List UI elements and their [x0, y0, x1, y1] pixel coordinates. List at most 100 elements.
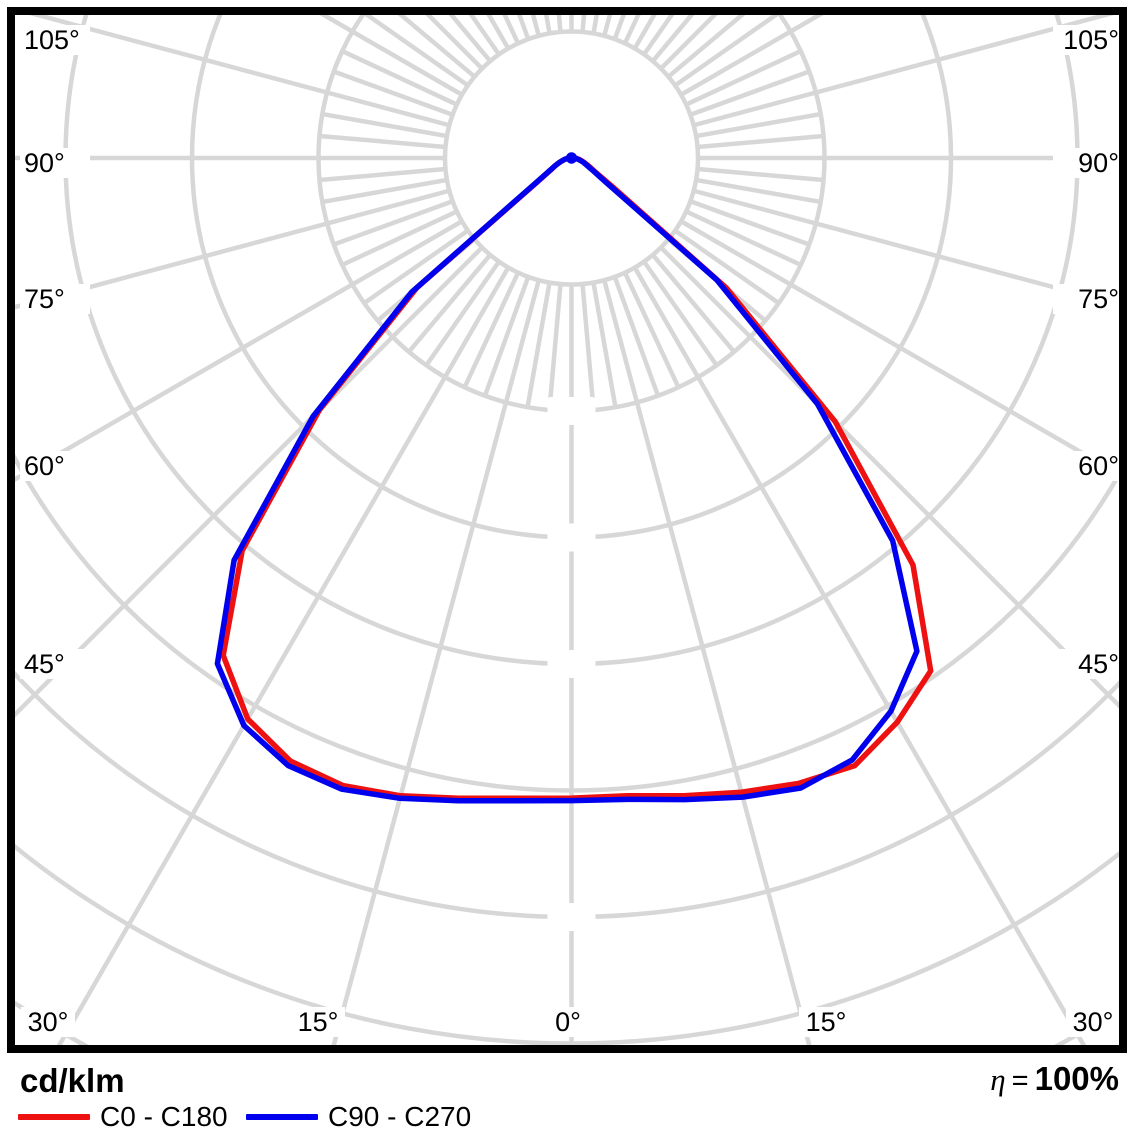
radial-label-blank-box [547, 397, 596, 425]
angle-label-bg [1053, 649, 1123, 679]
grid-spoke-minor [689, 69, 811, 117]
angle-label: 105° [24, 25, 80, 55]
grid-spoke-minor [424, 260, 501, 367]
legend-item-c90-c270: C90 - C270 [246, 1102, 471, 1132]
grid-spoke-major [602, 279, 812, 1046]
angle-label-bg [799, 1007, 853, 1037]
legend-label-c90-c270: C90 - C270 [328, 1101, 472, 1132]
grid-spoke-major [25, 14, 450, 128]
angle-label-bg [1066, 1007, 1120, 1037]
center-dot [565, 152, 578, 164]
angle-label: 15° [806, 1007, 847, 1037]
radial-label-blank-box [547, 903, 596, 931]
grid-spoke-minor [685, 49, 802, 107]
angle-label: 75° [24, 284, 65, 314]
grid-spoke-major [14, 188, 450, 310]
legend-label-c0-c180: C0 - C180 [100, 1101, 228, 1132]
angle-label: 45° [24, 649, 65, 679]
grid-spoke-minor [362, 14, 470, 88]
grid-spoke-minor [622, 14, 642, 45]
grid-spoke-minor [341, 49, 458, 107]
angle-label: 90° [24, 148, 65, 178]
grid-spoke-minor [622, 271, 681, 389]
grid-spoke-minor [407, 253, 492, 354]
angle-label: 30° [28, 1007, 69, 1037]
grid-spoke-major [14, 219, 464, 483]
grid-spoke-major [693, 14, 1118, 128]
grid-spoke-minor [612, 276, 661, 397]
grid-spoke-minor [666, 14, 747, 79]
grid-spoke-minor [651, 14, 696, 63]
angle-label: 45° [1078, 649, 1119, 679]
grid-spoke-minor [319, 133, 446, 150]
angle-label-bg [20, 649, 90, 679]
curve-C90-C270 [214, 155, 920, 804]
grid-spoke-minor [321, 111, 448, 139]
grid-spoke-minor [516, 14, 531, 40]
angle-label: 60° [1078, 451, 1119, 481]
grid-spoke-minor [689, 199, 811, 247]
angle-label: 15° [298, 1007, 339, 1037]
grid-spoke-minor [612, 14, 627, 40]
angle-labels: 105° 105° 90° 90° 75° 75° 60° 60° 45° 45° 30° 15° 0°… [20, 25, 1123, 1037]
caption-bar: cd/klm η = 100% C0 - C180 C90 - C270 [0, 1054, 1143, 1143]
radial-label-blank-box [547, 523, 596, 552]
grid-spoke-minor [695, 111, 822, 139]
grid-spoke-minor [319, 166, 446, 183]
grid-spoke-minor [580, 283, 596, 411]
grid-spoke-minor [332, 69, 454, 117]
grid-spoke-minor [642, 260, 719, 367]
grid-spoke-minor [332, 199, 454, 247]
grid-spoke-minor [321, 177, 448, 205]
angle-label-bg [20, 451, 90, 481]
grid-spoke-minor [341, 209, 458, 267]
grid-spoke-minor [642, 14, 676, 56]
angle-label: 60° [24, 451, 65, 481]
plot-frame [7, 7, 1127, 1053]
grid-spoke-minor [685, 209, 802, 267]
grid-spoke-minor [673, 14, 781, 88]
grid-spoke-minor [482, 276, 531, 397]
angle-label-bg [1053, 148, 1123, 178]
grid-spoke-minor [501, 14, 521, 45]
angle-label: 30° [1073, 1007, 1114, 1037]
grid-spoke-major [331, 279, 541, 1046]
grid-spoke-minor [695, 177, 822, 205]
grid-spoke-minor [447, 14, 492, 63]
angle-label: 90° [1078, 148, 1119, 178]
angle-label-bg [1053, 25, 1123, 55]
grid-spoke-minor [547, 283, 563, 411]
grid-spoke-minor [462, 271, 521, 389]
eta-symbol: η [990, 1062, 1006, 1097]
grid-spoke-minor [525, 282, 552, 408]
angle-label-bg [20, 148, 90, 178]
efficiency-label: η = 100% [990, 1060, 1119, 1098]
grid-spoke-minor [697, 166, 824, 183]
grid-spoke-major [679, 219, 1120, 478]
units-label: cd/klm [20, 1062, 125, 1099]
angle-label: 0° [555, 1007, 581, 1037]
grid-spoke-major [56, 266, 511, 1046]
angle-label-bg [21, 1007, 75, 1037]
angle-label-bg [291, 1007, 345, 1037]
angle-label-bg [1053, 451, 1123, 481]
angle-label: 75° [1078, 284, 1119, 314]
radial-label-blank-box [547, 650, 596, 678]
grid-spoke-minor [651, 253, 736, 354]
grid-spoke-major [632, 266, 1087, 1046]
grid-spoke-minor [396, 14, 477, 79]
angle-label-bg [541, 1007, 595, 1037]
grid-spoke-minor [673, 228, 781, 305]
angle-label-bg [1053, 284, 1123, 314]
grid-spoke-minor [697, 133, 824, 150]
legend-swatch-blue [246, 1114, 318, 1120]
angle-label-bg [20, 25, 90, 55]
grid-spoke-minor [467, 14, 501, 56]
grid-spoke-minor [362, 228, 470, 305]
eta-value: 100% [1034, 1060, 1119, 1097]
eta-equals: = [1011, 1065, 1029, 1097]
angle-label-bg [20, 284, 90, 314]
angle-label: 105° [1063, 25, 1119, 55]
